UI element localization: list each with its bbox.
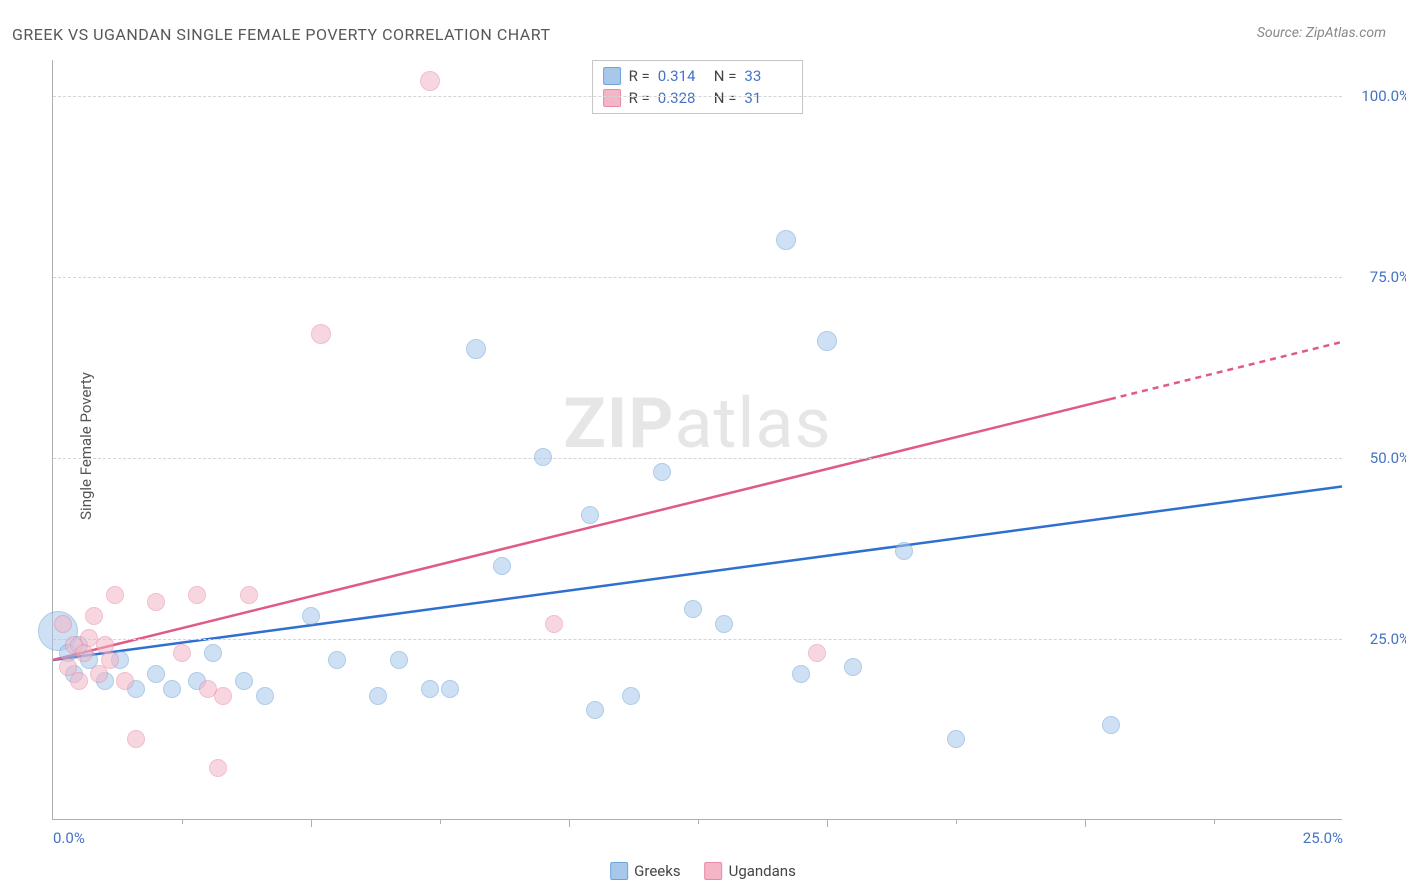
scatter-point: [147, 665, 165, 683]
y-tick-label: 50.0%: [1370, 449, 1406, 467]
x-tick-label: 25.0%: [1303, 829, 1343, 847]
scatter-point: [163, 680, 181, 698]
scatter-point: [235, 672, 253, 690]
legend-item: Ugandans: [705, 862, 796, 880]
scatter-point: [420, 71, 440, 91]
x-minor-tick: [956, 819, 957, 824]
y-tick-label: 75.0%: [1370, 268, 1406, 286]
scatter-point: [240, 586, 258, 604]
stat-n-value: 33: [744, 67, 792, 85]
chart-title: GREEK VS UGANDAN SINGLE FEMALE POVERTY C…: [12, 25, 551, 44]
x-minor-tick: [182, 819, 183, 824]
legend-item: Greeks: [610, 862, 680, 880]
legend-swatch: [705, 862, 723, 880]
scatter-point: [441, 680, 459, 698]
scatter-point: [545, 615, 563, 633]
scatter-point: [808, 644, 826, 662]
stats-row: R = 0.328 N = 31: [603, 87, 793, 109]
scatter-point: [70, 672, 88, 690]
watermark-rest: atlas: [674, 383, 831, 465]
x-tick: [311, 819, 312, 827]
x-tick: [569, 819, 570, 827]
scatter-point: [421, 680, 439, 698]
scatter-point: [947, 730, 965, 748]
legend-label: Greeks: [634, 862, 680, 880]
bottom-legend: Greeks Ugandans: [610, 862, 796, 880]
scatter-point: [188, 586, 206, 604]
trend-line: [1110, 342, 1342, 399]
scatter-point: [493, 557, 511, 575]
scatter-point: [466, 339, 486, 359]
scatter-point: [256, 687, 274, 705]
scatter-point: [147, 593, 165, 611]
scatter-point: [817, 331, 837, 351]
scatter-point: [173, 644, 191, 662]
y-tick-label: 100.0%: [1361, 87, 1406, 105]
gridline-h: [53, 96, 1342, 97]
x-minor-tick: [440, 819, 441, 824]
scatter-point: [204, 644, 222, 662]
gridline-h: [53, 458, 1342, 459]
stat-n-label: N =: [714, 89, 737, 107]
x-minor-tick: [698, 819, 699, 824]
scatter-point: [776, 230, 796, 250]
trend-lines-svg: [53, 60, 1342, 819]
stat-r-label: R =: [629, 89, 650, 107]
scatter-point: [586, 701, 604, 719]
scatter-point: [390, 651, 408, 669]
chart-container: GREEK VS UGANDAN SINGLE FEMALE POVERTY C…: [0, 0, 1406, 892]
scatter-point: [106, 586, 124, 604]
x-tick-label: 0.0%: [53, 829, 85, 847]
scatter-point: [302, 607, 320, 625]
scatter-point: [214, 687, 232, 705]
stats-swatch: [603, 89, 621, 107]
scatter-point: [684, 600, 702, 618]
gridline-h: [53, 639, 1342, 640]
legend-label: Ugandans: [729, 862, 796, 880]
scatter-point: [209, 759, 227, 777]
scatter-point: [622, 687, 640, 705]
stat-n-label: N =: [714, 67, 737, 85]
watermark: ZIPatlas: [563, 383, 831, 465]
scatter-point: [895, 542, 913, 560]
scatter-point: [54, 615, 72, 633]
legend-swatch: [610, 862, 628, 880]
stat-r-label: R =: [629, 67, 650, 85]
scatter-point: [653, 463, 671, 481]
scatter-point: [127, 730, 145, 748]
scatter-point: [715, 615, 733, 633]
trend-line: [53, 399, 1110, 660]
scatter-point: [328, 651, 346, 669]
source-label: Source: ZipAtlas.com: [1257, 25, 1386, 41]
x-tick: [1085, 819, 1086, 827]
watermark-bold: ZIP: [563, 383, 674, 465]
scatter-point: [534, 448, 552, 466]
scatter-point: [792, 665, 810, 683]
stat-r-value: 0.314: [658, 67, 706, 85]
stats-box: R = 0.314 N = 33 R = 0.328 N = 31: [592, 60, 804, 114]
scatter-point: [581, 506, 599, 524]
stat-n-value: 31: [744, 89, 792, 107]
stats-swatch: [603, 67, 621, 85]
x-minor-tick: [1214, 819, 1215, 824]
scatter-point: [101, 651, 119, 669]
scatter-point: [116, 672, 134, 690]
scatter-point: [844, 658, 862, 676]
scatter-point: [85, 607, 103, 625]
y-tick-label: 25.0%: [1370, 630, 1406, 648]
stat-r-value: 0.328: [658, 89, 706, 107]
scatter-point: [1102, 716, 1120, 734]
x-tick: [827, 819, 828, 827]
scatter-point: [311, 324, 331, 344]
stats-row: R = 0.314 N = 33: [603, 65, 793, 87]
plot-area: ZIPatlas R =0.314N =33R =0.328N =31 25.0…: [52, 60, 1342, 820]
gridline-h: [53, 277, 1342, 278]
scatter-point: [369, 687, 387, 705]
trend-line: [53, 486, 1342, 659]
